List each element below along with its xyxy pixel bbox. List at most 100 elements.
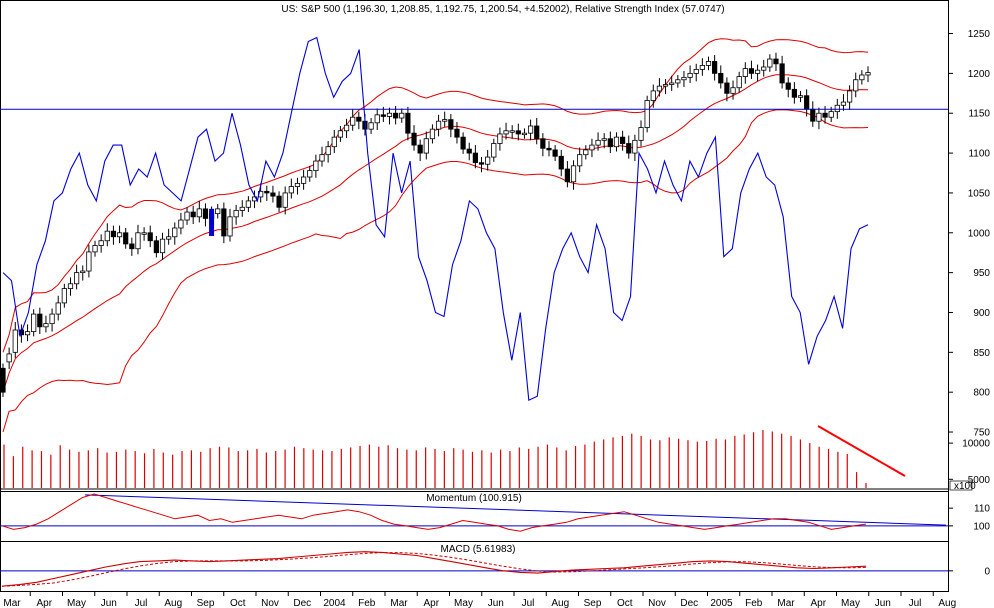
candle-body — [288, 186, 294, 194]
chart-title: US: S&P 500 (1,196.30, 1,208.85, 1,192.7… — [281, 4, 724, 15]
bollinger-upper — [2, 38, 869, 353]
price-axis-label: 750 — [973, 428, 990, 439]
candle-body — [104, 230, 110, 242]
candle-body — [834, 104, 840, 113]
x-axis-label: Sep — [197, 598, 215, 608]
candle-body — [141, 232, 147, 235]
candle-body — [116, 232, 123, 238]
candle-body — [521, 132, 528, 136]
candle-body — [773, 58, 779, 65]
candle-body — [301, 176, 307, 184]
x-axis-label: Oct — [230, 598, 246, 608]
candle-body — [472, 152, 478, 164]
candle-body — [294, 182, 301, 187]
candle-body — [767, 58, 773, 68]
price-axis-label: 1150 — [968, 109, 990, 120]
candle-body — [491, 143, 497, 158]
candle-body — [135, 232, 141, 250]
candle-body — [460, 136, 466, 150]
candle-body — [589, 144, 595, 151]
price-axis-label: 900 — [973, 308, 990, 319]
x-axis-ticks: Mar Apr May Jun Jul Aug Sep Oct Nov Dec 2004 Feb Mar… — [3, 591, 956, 608]
x-axis-label: Feb — [358, 598, 376, 608]
candle-body — [718, 72, 724, 84]
candle-body — [86, 251, 92, 272]
candle-body — [613, 136, 620, 148]
candle-body — [123, 232, 129, 245]
candle-body — [583, 149, 589, 156]
macd-indicator: MACD (5.61983) — [0, 544, 948, 587]
x-axis-label: Jul — [522, 598, 535, 608]
volume-unit-label: x100 — [954, 481, 976, 492]
candle-body — [215, 208, 221, 215]
candle-body — [67, 283, 74, 289]
candle-body — [55, 302, 61, 315]
candle-body — [325, 146, 331, 156]
candle-body — [779, 63, 785, 84]
x-axis-label: May — [841, 598, 860, 608]
candle-body — [74, 272, 80, 285]
momentum-axis-label: 110 — [974, 504, 990, 515]
candle-body — [693, 68, 699, 74]
x-axis-label: Nov — [648, 598, 666, 608]
volume-downtrend-line — [817, 425, 906, 477]
momentum-axis-label: 100 — [973, 521, 990, 532]
candle-body — [846, 90, 853, 103]
candle-body — [178, 219, 184, 229]
x-axis-label: Oct — [617, 598, 633, 608]
x-axis-label: Jun — [488, 598, 504, 608]
candle-body — [43, 323, 49, 328]
bollinger-bands — [2, 38, 869, 433]
x-axis-label: Feb — [745, 598, 763, 608]
candle-body — [552, 149, 558, 157]
candle-body — [80, 270, 86, 274]
y-axis-ticks: 1250120011501100105010009509008508007501… — [948, 29, 990, 577]
candle-body — [399, 112, 405, 119]
volume-unit-box — [949, 480, 973, 491]
candle-body — [0, 367, 6, 393]
candle-body — [810, 108, 816, 122]
candle-body — [159, 238, 166, 254]
candle-body — [675, 79, 681, 84]
candle-body — [147, 232, 153, 242]
momentum-indicator: Momentum (100.915) — [0, 493, 948, 532]
candle-body — [687, 72, 693, 78]
candle-body — [828, 111, 834, 118]
candle-body — [435, 120, 442, 130]
x-axis-label: Aug — [551, 598, 569, 608]
price-axis-label: 850 — [973, 348, 990, 359]
x-axis-label: Apr — [423, 598, 439, 608]
candle-body — [221, 208, 227, 237]
volume-downtrend-annotation — [817, 425, 906, 477]
candle-body — [564, 168, 570, 183]
volume-axis-label: 5000 — [968, 475, 991, 486]
x-axis-label: Dec — [293, 598, 311, 608]
rsi-path — [2, 36, 869, 402]
candle-body — [282, 192, 288, 208]
candle-body — [466, 148, 472, 154]
x-axis-label: Apr — [810, 598, 826, 608]
x-axis-label: Jun — [101, 598, 117, 608]
momentum-trendline — [84, 494, 947, 526]
candle-body — [632, 139, 638, 154]
candle-body — [497, 133, 503, 144]
x-axis-label: May — [454, 598, 473, 608]
x-axis-label: Sep — [584, 598, 602, 608]
momentum-label: Momentum (100.915) — [426, 493, 522, 504]
candle-body — [380, 114, 386, 117]
candle-body — [239, 206, 245, 211]
volume-axis-label: 10000 — [962, 439, 990, 450]
candle-body — [227, 216, 233, 237]
candle-body — [343, 124, 350, 132]
candle-body — [190, 211, 196, 218]
candle-body — [540, 138, 546, 149]
macd-signal — [1, 552, 867, 587]
candle-body — [184, 211, 190, 221]
volume-bars — [3, 430, 867, 488]
candle-body — [748, 68, 755, 74]
candle-body — [37, 313, 43, 328]
candle-body — [6, 353, 12, 363]
candle-body — [724, 82, 730, 94]
candle-body — [761, 66, 767, 71]
